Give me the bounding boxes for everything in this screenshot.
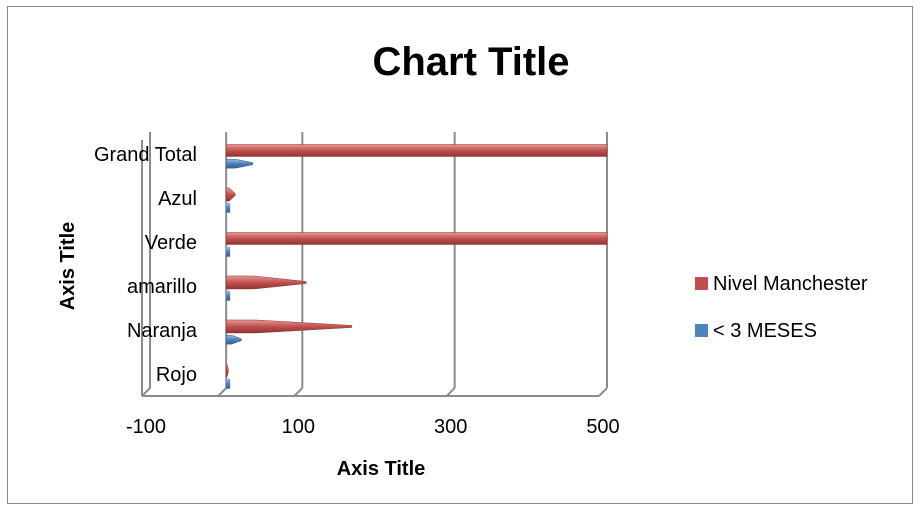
chart-title: Chart Title bbox=[372, 40, 570, 84]
gridline-foot bbox=[293, 387, 304, 397]
value-axis bbox=[141, 140, 599, 397]
category-label: Azul bbox=[158, 188, 197, 210]
tick-labels: -100 100 300 500 bbox=[126, 416, 620, 438]
category-axis: Rojo Naranja amarillo Verde Azul Grand Total bbox=[94, 144, 198, 386]
bars bbox=[225, 144, 608, 389]
bar-nivel-manchester bbox=[225, 232, 608, 245]
bar-nivel-manchester bbox=[225, 363, 229, 378]
category-label: Rojo bbox=[156, 364, 197, 386]
category-label: Verde bbox=[145, 232, 197, 254]
y-axis-title: Axis Title bbox=[57, 222, 79, 311]
x-tick-label: 500 bbox=[586, 416, 619, 438]
x-tick-label: 300 bbox=[434, 416, 467, 438]
x-tick-label: -100 bbox=[126, 416, 166, 438]
bar-menos-3-meses bbox=[226, 290, 231, 301]
bar-menos-3-meses bbox=[226, 202, 231, 213]
chart-area bbox=[7, 6, 913, 504]
legend-label: Nivel Manchester bbox=[713, 273, 868, 295]
category-label: Naranja bbox=[127, 320, 198, 342]
bar-nivel-manchester bbox=[225, 187, 236, 202]
bar-nivel-manchester bbox=[225, 275, 307, 290]
bar-menos-3-meses bbox=[226, 378, 231, 389]
gridline-foot bbox=[445, 387, 456, 397]
bar-menos-3-meses bbox=[225, 334, 242, 345]
category-label: Grand Total bbox=[94, 144, 197, 166]
legend-label: < 3 MESES bbox=[713, 320, 817, 342]
category-label: amarillo bbox=[127, 276, 197, 298]
grid-lines bbox=[141, 132, 608, 397]
bar-menos-3-meses bbox=[225, 158, 254, 169]
bar-menos-3-meses bbox=[226, 246, 231, 257]
bar-nivel-manchester bbox=[225, 144, 608, 157]
x-axis-title: Axis Title bbox=[337, 458, 426, 480]
legend: Nivel Manchester < 3 MESES bbox=[695, 273, 868, 342]
legend-swatch bbox=[695, 324, 708, 337]
legend-swatch bbox=[695, 277, 708, 290]
gridline-foot bbox=[141, 387, 151, 397]
gridline-foot bbox=[217, 387, 227, 397]
x-tick-label: 100 bbox=[282, 416, 315, 438]
bar-nivel-manchester bbox=[225, 319, 353, 334]
gridline-foot bbox=[598, 387, 608, 397]
